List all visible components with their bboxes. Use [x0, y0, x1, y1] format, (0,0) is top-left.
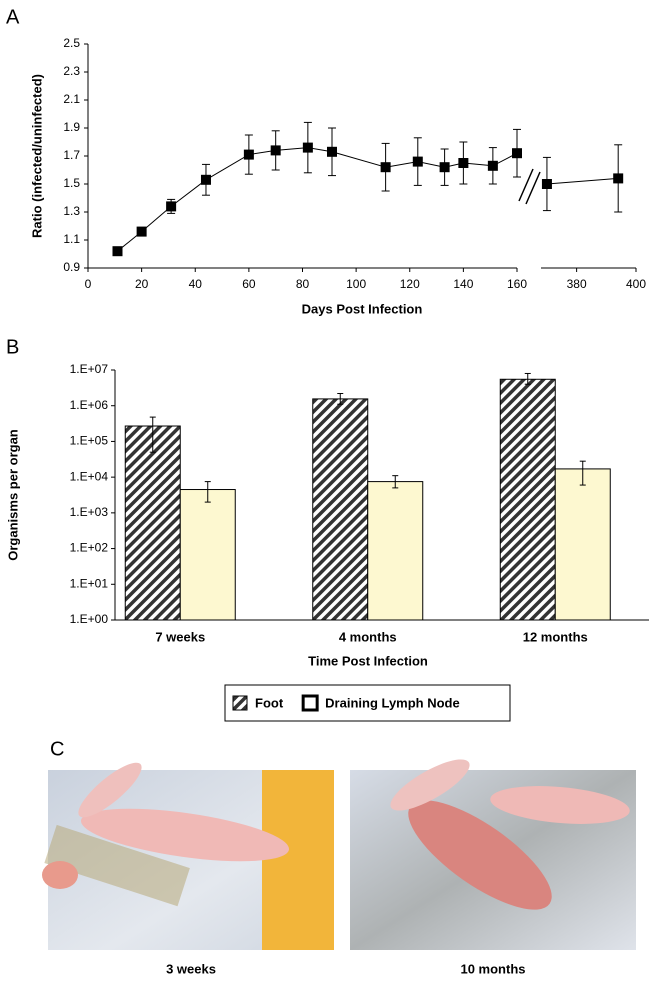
data-point: [487, 160, 498, 171]
bar: [367, 481, 424, 621]
x-tick-label: 40: [189, 277, 203, 291]
y-axis-title: Ratio (infected/uninfected): [29, 74, 44, 238]
data-point: [326, 146, 337, 157]
panel-letter: C: [50, 738, 64, 760]
data-point: [439, 162, 450, 173]
legend-label: Foot: [255, 695, 284, 710]
y-tick-label: 1.E+06: [70, 398, 109, 412]
y-tick-label: 0.9: [63, 260, 80, 274]
photo-caption: 3 weeks: [166, 961, 216, 976]
y-tick-label: 1.1: [63, 232, 80, 246]
photo-caption: 10 months: [460, 961, 525, 976]
y-tick-label: 2.1: [63, 92, 80, 106]
x-tick-label: 20: [135, 277, 149, 291]
y-tick-label: 1.E+04: [70, 469, 109, 483]
data-point: [613, 173, 624, 184]
legend: [224, 684, 511, 722]
bar: [179, 489, 236, 621]
data-point: [541, 179, 552, 189]
x-tick-label: 7 weeks: [155, 629, 205, 644]
x-tick-label: 160: [507, 277, 527, 291]
bar: [499, 378, 556, 621]
photo: [42, 762, 334, 950]
legend-label: Draining Lymph Node: [325, 695, 460, 710]
data-point: [166, 201, 177, 212]
x-axis-title: Time Post Infection: [308, 653, 428, 668]
data-point: [512, 148, 522, 159]
axis-break: [518, 168, 534, 202]
y-tick-label: 1.E+02: [70, 541, 109, 555]
legend-swatch: [232, 695, 248, 711]
y-tick-label: 1.E+03: [70, 505, 109, 519]
y-tick-label: 1.E+07: [70, 362, 109, 376]
y-tick-label: 1.E+05: [70, 434, 109, 448]
bar: [124, 425, 181, 621]
y-tick-label: 1.E+00: [70, 612, 109, 626]
data-point: [200, 174, 211, 185]
y-axis-title: Organisms per organ: [5, 429, 20, 561]
x-tick-label: 80: [296, 277, 310, 291]
panel-letter: B: [6, 336, 19, 358]
data-point: [270, 145, 281, 156]
data-point: [243, 149, 254, 160]
x-tick-label: 380: [567, 277, 587, 291]
data-line: [546, 177, 619, 185]
bar: [554, 468, 611, 621]
bar: [312, 398, 369, 621]
x-tick-label: 0: [85, 277, 92, 291]
x-tick-label: 4 months: [339, 629, 397, 644]
x-tick-label: 400: [626, 277, 646, 291]
data-point: [380, 162, 391, 173]
x-axis-title: Days Post Infection: [302, 301, 423, 316]
panel-letter: A: [6, 6, 20, 28]
data-line: [117, 147, 518, 252]
x-tick-label: 100: [346, 277, 366, 291]
legend-swatch: [301, 694, 319, 712]
y-tick-label: 2.5: [63, 36, 80, 50]
axis-break: [525, 171, 541, 205]
y-tick-label: 1.9: [63, 120, 80, 134]
data-point: [458, 158, 469, 168]
x-tick-label: 60: [242, 277, 256, 291]
data-point: [302, 142, 313, 153]
y-tick-label: 1.5: [63, 176, 80, 190]
y-tick-label: 2.3: [63, 64, 80, 78]
data-point: [112, 246, 123, 257]
y-tick-label: 1.7: [63, 148, 80, 162]
x-tick-label: 140: [453, 277, 473, 291]
x-tick-label: 12 months: [523, 629, 588, 644]
data-point: [136, 226, 147, 237]
y-tick-label: 1.E+01: [70, 576, 109, 590]
photo: [350, 759, 636, 950]
x-tick-label: 120: [400, 277, 420, 291]
data-point: [412, 156, 423, 167]
y-tick-label: 1.3: [63, 204, 80, 218]
